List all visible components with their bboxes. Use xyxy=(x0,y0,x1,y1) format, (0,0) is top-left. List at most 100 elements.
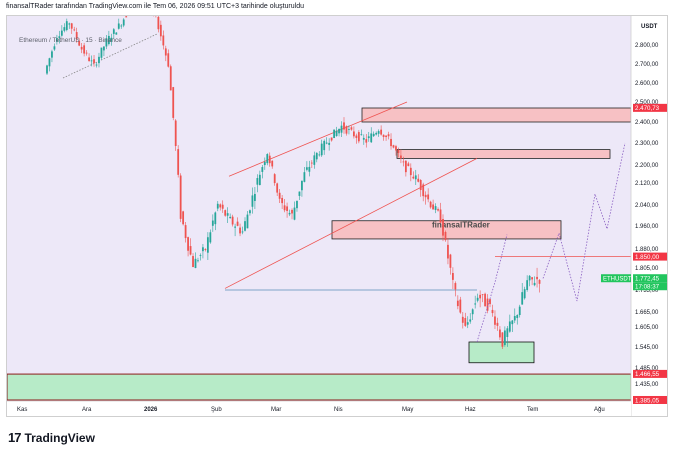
candle-body xyxy=(390,138,392,147)
candle-body xyxy=(481,294,484,296)
price-axis-background xyxy=(631,16,667,416)
candle-body xyxy=(340,125,343,133)
candle-body xyxy=(301,180,303,191)
y-tick-label: 2.600,00 xyxy=(635,81,659,87)
candle-body xyxy=(120,25,123,27)
candle-body xyxy=(489,299,491,305)
candle-body xyxy=(456,300,459,307)
brand-name: TradingView xyxy=(24,430,95,445)
y-tick-label: 1.805,00 xyxy=(635,266,659,272)
candles xyxy=(46,16,541,349)
candle-body xyxy=(169,66,172,91)
candle-body xyxy=(231,216,234,225)
candle-body xyxy=(486,298,489,311)
candle-body xyxy=(115,32,118,35)
resistance-zone-mid xyxy=(396,149,611,159)
candle-body xyxy=(343,122,345,130)
resistance-zone-low xyxy=(331,220,562,240)
candle-body xyxy=(442,218,444,236)
candle-body xyxy=(278,192,281,199)
candle-body xyxy=(479,294,482,299)
resistance-zone-top xyxy=(361,107,632,123)
candle-body xyxy=(204,248,207,250)
candle-body xyxy=(506,328,509,337)
x-tick-label: Nis xyxy=(334,407,343,413)
price-tag-label: 2.470,73 xyxy=(635,105,660,112)
candle-body xyxy=(303,172,306,182)
chart-panel[interactable]: finansalTRader USDT 2.800,00 2.700,00 2.600,… xyxy=(6,15,668,417)
y-tick-label: 2.500,00 xyxy=(635,100,659,106)
candle-body xyxy=(110,37,113,42)
candle-body xyxy=(491,309,494,314)
candle-body xyxy=(291,209,293,214)
candle-body xyxy=(409,167,412,176)
candle-body xyxy=(523,289,526,299)
candle-body xyxy=(335,130,338,137)
candle-body xyxy=(58,36,61,38)
y-tick-label: 2.700,00 xyxy=(635,62,659,68)
candle-body xyxy=(103,46,105,51)
candle-body xyxy=(209,232,212,243)
candle-body xyxy=(182,211,185,225)
price-tag xyxy=(633,103,667,112)
candle-body xyxy=(251,195,254,207)
candle-body xyxy=(56,38,58,42)
candle-body xyxy=(241,231,244,233)
candle-body xyxy=(167,53,170,67)
candle-body xyxy=(501,332,504,347)
candle-body xyxy=(194,258,197,268)
candle-body xyxy=(377,131,380,134)
candle-body xyxy=(518,306,521,316)
candle-body xyxy=(338,128,340,134)
x-tick-label: Ağu xyxy=(594,407,605,413)
symbol-tag xyxy=(601,274,631,283)
candle-body xyxy=(372,133,375,137)
candle-body xyxy=(387,134,390,137)
candle-body xyxy=(189,246,192,255)
candle-body xyxy=(531,277,533,280)
x-tick-label: Mar xyxy=(271,407,281,413)
candle-body xyxy=(162,35,165,46)
y-tick-label: 2.040,00 xyxy=(635,203,659,209)
candle-body xyxy=(107,35,110,45)
candle-body xyxy=(330,137,333,141)
candle-body xyxy=(46,65,48,74)
candle-body xyxy=(355,135,358,138)
candle-body xyxy=(122,19,125,26)
candle-body xyxy=(226,213,229,216)
candle-body xyxy=(305,167,308,170)
price-tag-label: 1.772,45 xyxy=(635,276,660,283)
candle-body xyxy=(350,127,353,130)
candle-body xyxy=(499,329,501,338)
candle-body xyxy=(48,58,51,67)
candle-body xyxy=(439,209,442,223)
candle-body xyxy=(417,178,420,182)
support-zone-major xyxy=(7,373,632,401)
watermark-text: finansalTRader xyxy=(432,220,490,229)
candle-body xyxy=(95,64,98,66)
candle-body xyxy=(236,221,239,226)
y-tick-label: 2.120,00 xyxy=(635,181,659,187)
x-tick-label: 2026 xyxy=(144,407,158,413)
candle-body xyxy=(286,206,288,211)
candle-body xyxy=(63,27,66,31)
candle-body xyxy=(407,163,410,167)
candle-body xyxy=(234,226,236,228)
candle-body xyxy=(353,131,355,137)
y-tick-label: 1.665,00 xyxy=(635,310,659,316)
plot-background xyxy=(7,16,631,401)
price-chart[interactable]: finansalTRader USDT 2.800,00 2.700,00 2.600,… xyxy=(7,16,668,417)
candle-body xyxy=(258,174,261,185)
candle-body xyxy=(521,292,524,305)
y-tick-label: 1.435,00 xyxy=(635,382,659,388)
candle-body xyxy=(68,23,71,25)
candle-body xyxy=(422,184,425,197)
candle-body xyxy=(214,212,217,225)
candle-body xyxy=(60,30,63,36)
candle-body xyxy=(256,178,259,185)
tradingview-logo-icon: 17 xyxy=(8,430,22,445)
candle-body xyxy=(348,129,350,130)
projection-path xyxy=(542,142,626,302)
y-tick-label: 1.605,00 xyxy=(635,325,659,331)
candle-body xyxy=(313,155,316,165)
